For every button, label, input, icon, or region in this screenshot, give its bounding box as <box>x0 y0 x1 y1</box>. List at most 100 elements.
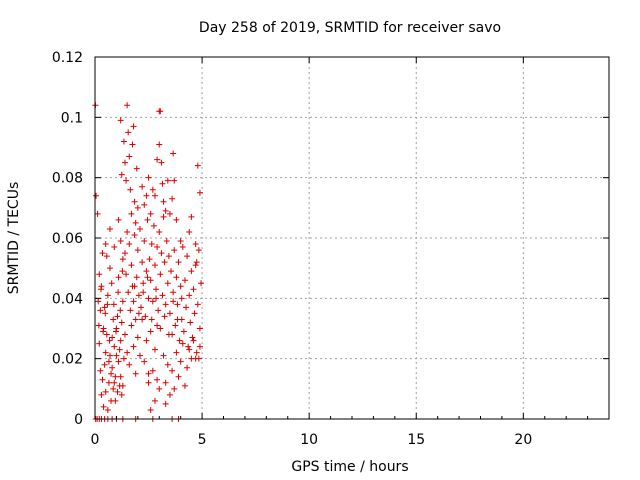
data-point-0-130 <box>151 346 158 353</box>
data-point-0-175 <box>168 268 175 275</box>
data-point-0-150 <box>139 183 146 190</box>
data-point-0-134 <box>149 298 156 305</box>
data-point-0-117 <box>124 349 131 356</box>
data-point-0-26 <box>105 358 112 365</box>
data-point-0-161 <box>158 159 165 166</box>
x-tick-label-2: 10 <box>300 432 318 448</box>
data-point-0-131 <box>154 322 161 329</box>
data-point-0-200 <box>194 301 201 308</box>
data-point-0-34 <box>114 313 121 320</box>
data-point-0-27 <box>106 265 113 272</box>
data-point-0-142 <box>158 250 165 257</box>
data-point-0-181 <box>174 301 181 308</box>
data-point-0-39 <box>119 298 126 305</box>
data-point-0-203 <box>198 280 205 287</box>
data-point-0-205 <box>196 189 203 196</box>
data-point-0-62 <box>119 382 126 389</box>
data-point-0-55 <box>112 373 119 380</box>
data-point-0-171 <box>177 238 184 245</box>
data-point-0-165 <box>164 177 171 184</box>
data-point-0-69 <box>106 337 113 344</box>
data-point-0-46 <box>102 388 109 395</box>
data-point-0-182 <box>175 259 182 266</box>
y-tick-label-2: 0.04 <box>52 291 83 307</box>
data-point-0-29 <box>109 334 116 341</box>
data-point-0-60 <box>117 373 124 380</box>
data-point-0-80 <box>123 177 130 184</box>
data-point-0-157 <box>154 156 161 163</box>
ticks-layer: 0 0.02 0.04 0.06 0.08 0.1 0.12 0 5 10 15 20 <box>52 50 609 448</box>
data-point-0-107 <box>138 304 145 311</box>
data-point-0-233 <box>106 225 113 232</box>
data-point-0-187 <box>180 328 187 335</box>
data-point-0-217 <box>175 373 182 380</box>
data-point-0-68 <box>104 301 111 308</box>
data-point-0-206 <box>192 241 199 248</box>
data-point-0-58 <box>115 358 122 365</box>
data-point-0-30 <box>110 316 117 323</box>
data-point-0-125 <box>141 358 148 365</box>
data-point-0-160 <box>157 108 164 115</box>
data-point-0-97 <box>127 307 134 314</box>
data-point-0-144 <box>160 213 167 220</box>
data-point-0-173 <box>188 213 195 220</box>
data-point-0-77 <box>118 171 125 178</box>
data-point-0-193 <box>187 319 194 326</box>
data-point-0-104 <box>134 247 141 254</box>
data-point-0-126 <box>143 337 150 344</box>
data-point-0-17 <box>96 271 103 278</box>
data-point-0-37 <box>117 337 124 344</box>
data-point-0-186 <box>179 244 186 251</box>
data-point-0-127 <box>145 379 152 386</box>
data-point-0-155 <box>149 186 156 193</box>
data-point-0-148 <box>164 280 171 287</box>
x-tick-label-0: 0 <box>91 432 100 448</box>
y-axis-label: SRMTID / TECUs <box>6 182 22 295</box>
data-point-0-146 <box>162 301 169 308</box>
data-point-0-122 <box>134 334 141 341</box>
data-point-0-120 <box>130 343 137 350</box>
data-point-0-78 <box>120 138 127 145</box>
data-point-0-35 <box>115 274 122 281</box>
data-point-0-202 <box>196 325 203 332</box>
data-point-0-191 <box>185 343 192 350</box>
data-point-0-158 <box>156 141 163 148</box>
data-point-0-248 <box>174 316 181 323</box>
data-point-0-45 <box>101 361 108 368</box>
x-axis-label: GPS time / hours <box>291 459 408 475</box>
data-point-0-95 <box>125 289 132 296</box>
data-point-0-152 <box>143 192 150 199</box>
data-point-0-88 <box>131 198 138 205</box>
data-point-0-241 <box>144 274 151 281</box>
data-point-0-136 <box>151 262 158 269</box>
data-point-0-115 <box>146 256 153 263</box>
data-point-0-236 <box>119 256 126 263</box>
data-point-0-52 <box>109 364 116 371</box>
data-point-0-218 <box>177 358 184 365</box>
data-point-0-18 <box>97 307 104 314</box>
data-point-0-228 <box>156 385 163 392</box>
data-point-0-42 <box>98 391 105 398</box>
data-point-0-65 <box>97 286 104 293</box>
data-point-0-163 <box>160 198 167 205</box>
data-point-0-169 <box>171 177 178 184</box>
data-point-0-109 <box>140 280 147 287</box>
data-point-0-67 <box>102 310 109 317</box>
data-point-0-81 <box>124 102 131 109</box>
data-point-0-177 <box>170 289 177 296</box>
y-tick-label-3: 0.06 <box>52 231 83 247</box>
data-point-0-112 <box>143 268 150 275</box>
data-point-0-216 <box>173 349 180 356</box>
data-point-0-234 <box>111 244 118 251</box>
data-point-0-244 <box>157 325 164 332</box>
data-point-0-226 <box>147 406 154 413</box>
data-point-0-50 <box>106 352 113 359</box>
data-point-0-168 <box>170 150 177 157</box>
data-point-0-139 <box>155 307 162 314</box>
data-point-0-41 <box>97 367 104 374</box>
data-point-0-85 <box>128 210 135 217</box>
data-point-0-84 <box>127 186 134 193</box>
data-point-0-243 <box>153 295 160 302</box>
data-point-0-96 <box>126 241 133 248</box>
